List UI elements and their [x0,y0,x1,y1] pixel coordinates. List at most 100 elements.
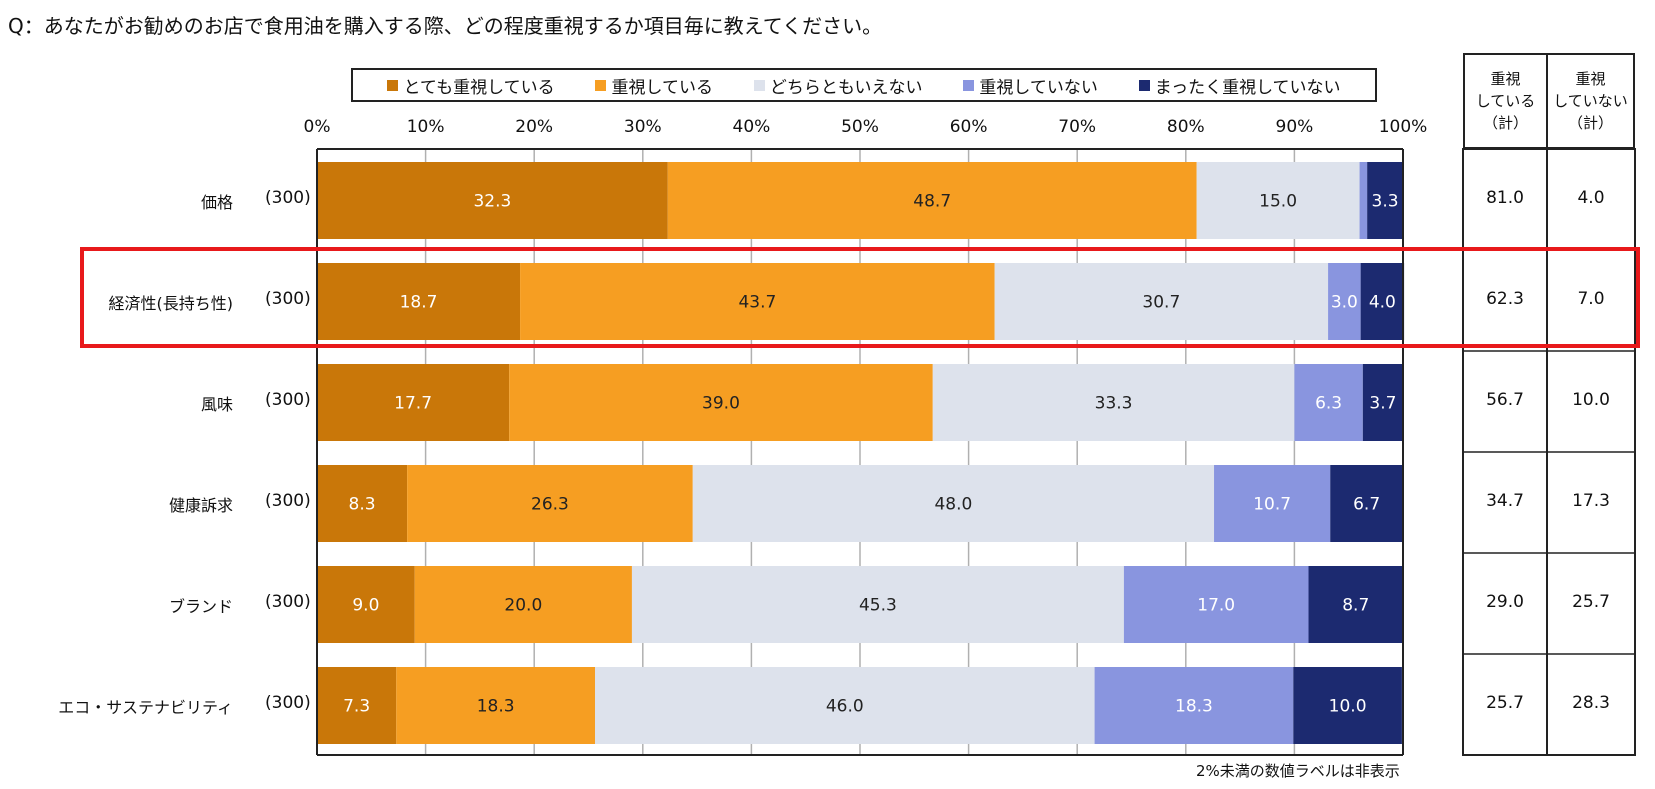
x-tick-label: 100% [1379,117,1428,137]
data-label: 18.7 [400,293,438,313]
important-total-value: 56.7 [1486,389,1524,410]
data-label: 8.7 [1342,596,1369,616]
bar-segment-neutral [692,465,1215,542]
data-label: 30.7 [1142,293,1180,313]
legend-item-not-at-all: まったく重視していない [1138,73,1341,98]
not-important-total-value: 17.3 [1572,490,1610,511]
bar-segment-very-important [317,263,521,340]
bar-segment-important [520,263,995,340]
bar-segment-very-important [317,667,397,744]
data-label: 32.3 [473,192,511,212]
legend-swatch [387,79,399,91]
x-tick-label: 50% [841,117,879,137]
data-label: 10.0 [1329,697,1367,717]
not-important-total-value: 10.0 [1572,389,1610,410]
data-label: 26.3 [531,495,569,515]
x-tick-label: 80% [1167,117,1205,137]
important-total-value: 62.3 [1486,288,1524,309]
legend-item-very-important: とても重視している [387,73,555,98]
data-label: 10.7 [1253,495,1291,515]
legend-swatch [1138,79,1150,91]
category-label: 風味 [200,394,233,414]
bar-segment-important [407,465,693,542]
legend-swatch [595,79,607,91]
bar-segment-not-important [1328,263,1361,340]
data-label: 4.0 [1369,293,1396,313]
data-label: 45.3 [859,596,897,616]
important-total-value: 81.0 [1486,187,1524,208]
legend-swatch [753,79,765,91]
bar-segment-neutral [1196,162,1360,239]
data-label: 15.0 [1259,192,1297,212]
data-label: 3.7 [1369,394,1396,414]
x-tick-label: 70% [1058,117,1096,137]
data-label: 48.0 [934,495,972,515]
question-text: Q：あなたがお勧めのお店で食用油を購入する際、どの程度重視するか項目毎に教えてく… [8,14,883,38]
sample-size-label: (300) [265,288,311,309]
data-label: 43.7 [738,293,776,313]
x-tick-label: 0% [304,117,331,137]
x-tick-label: 10% [407,117,445,137]
not-important-total-value: 7.0 [1577,288,1605,309]
x-tick-label: 40% [733,117,771,137]
bar-segment-not-at-all [1293,667,1402,744]
bar-segment-very-important [317,162,668,239]
sample-size-label: (300) [265,692,311,713]
sample-size-label: (300) [265,187,311,208]
data-label: 18.3 [1175,697,1213,717]
bar-segment-important [509,364,933,441]
data-label: 3.0 [1331,293,1358,313]
data-label: 17.7 [394,394,432,414]
footnote: 2%未満の数値ラベルは非表示 [1196,762,1400,780]
bar-segment-very-important [317,566,415,643]
legend-item-neutral: どちらともいえない [753,73,923,98]
data-label: 3.3 [1372,192,1399,212]
legend-item-important: 重視している [595,73,713,98]
bar-segment-neutral [994,263,1329,340]
data-label: 39.0 [702,394,740,414]
bar-segment-important [667,162,1197,239]
category-label: 価格 [200,192,233,212]
bar-segment-neutral [932,364,1295,441]
data-label: 17.0 [1197,596,1235,616]
bar-segment-important [396,667,596,744]
data-label: 8.3 [349,495,376,515]
bar-segment-neutral [631,566,1124,643]
bar-segment-very-important [317,465,408,542]
important-total-value: 29.0 [1486,591,1524,612]
bar-segment-not-at-all [1362,364,1403,441]
x-tick-label: 60% [950,117,988,137]
important-total-value: 34.7 [1486,490,1524,511]
bar-segment-neutral [595,667,1095,744]
bar-segment-not-important [1123,566,1309,643]
highlight-box [80,247,1640,348]
not-important-total-value: 25.7 [1572,591,1610,612]
bar-segment-important [414,566,632,643]
data-label: 18.3 [477,697,515,717]
data-label: 6.3 [1315,394,1342,414]
data-label: 48.7 [913,192,951,212]
data-label: 46.0 [826,697,864,717]
data-label: 7.3 [343,697,370,717]
data-label: 9.0 [352,596,379,616]
bar-segment-not-important [1094,667,1294,744]
not-important-total-value: 28.3 [1572,692,1610,713]
x-tick-label: 90% [1276,117,1314,137]
data-label: 6.7 [1353,495,1380,515]
bar-segment-not-at-all [1360,263,1405,340]
category-label: 健康訴求 [168,495,233,515]
category-label: エコ・サステナビリティ [58,697,233,717]
sample-size-label: (300) [265,490,311,511]
chart-legend: とても重視している 重視している どちらともいえない 重視していない まったく重… [351,68,1377,102]
legend-item-not-important: 重視していない [963,73,1098,98]
bar-segment-very-important [317,364,510,441]
legend-swatch [963,79,975,91]
not-important-total-value: 4.0 [1577,187,1605,208]
bar-segment-not-at-all [1330,465,1403,542]
x-tick-label: 30% [624,117,662,137]
x-tick-label: 20% [515,117,553,137]
category-label: 経済性(長持ち性) [108,293,234,313]
bar-segment-not-at-all [1308,566,1403,643]
bar-segment-not-important [1214,465,1331,542]
